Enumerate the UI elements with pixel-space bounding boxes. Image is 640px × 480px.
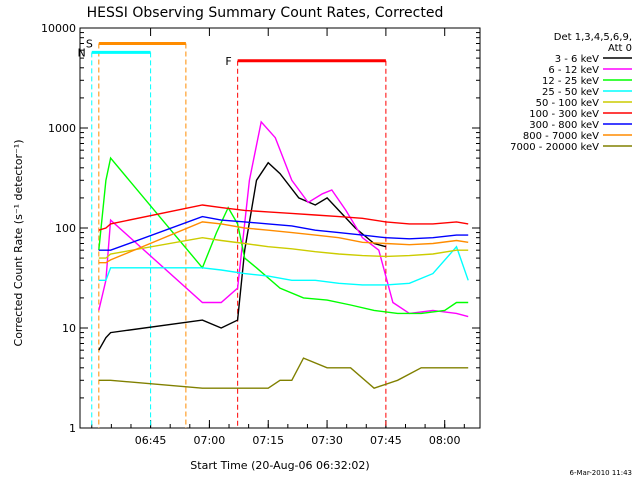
- y-tick-label: 10: [62, 322, 76, 335]
- series-line-4: [98, 245, 469, 286]
- x-tick-label: 06:45: [135, 434, 167, 447]
- timestamp: 6-Mar-2010 11:43: [570, 469, 632, 477]
- series-line-3: [98, 156, 469, 315]
- legend-header-2: Att 0: [608, 43, 632, 54]
- annotations: SN F: [78, 37, 387, 428]
- series-line-9: [98, 357, 469, 389]
- y-axis-label: Corrected Count Rate (s⁻¹ detector⁻¹): [12, 140, 25, 347]
- legend-entry-8: 800 - 7000 keV: [523, 131, 599, 142]
- y-tick-label: 100: [55, 222, 76, 235]
- x-tick-label: 08:00: [429, 434, 461, 447]
- annotation-label-s: S: [86, 37, 93, 50]
- y-tick-label: 10000: [41, 22, 76, 35]
- series-line-5: [98, 236, 469, 259]
- annotation-label-f: F: [225, 55, 231, 68]
- series-line-6: [98, 204, 469, 231]
- legend-entry-4: 25 - 50 keV: [542, 87, 599, 98]
- series-group: [98, 120, 469, 389]
- legend-header-1: Det 1,3,4,5,6,9,: [554, 32, 632, 43]
- legend-entry-9: 7000 - 20000 keV: [510, 142, 599, 153]
- annotation-label-n: N: [78, 46, 86, 59]
- legend-entry-3: 12 - 25 keV: [542, 76, 599, 87]
- x-tick-label: 07:15: [252, 434, 284, 447]
- series-line-1: [98, 161, 387, 351]
- chart-title: HESSI Observing Summary Count Rates, Cor…: [87, 5, 444, 21]
- legend-entry-5: 50 - 100 keV: [536, 98, 600, 109]
- y-tick-label: 1: [69, 422, 76, 435]
- legend-entry-2: 6 - 12 keV: [548, 65, 599, 76]
- y-tick-label: 1000: [48, 122, 76, 135]
- legend-entry-7: 300 - 800 keV: [529, 120, 599, 131]
- series-line-8: [98, 221, 469, 264]
- x-axis: 06:45 07:00 07:15 07:30 07:45 08:00: [91, 28, 465, 447]
- series-line-7: [98, 215, 469, 251]
- x-tick-label: 07:00: [194, 434, 226, 447]
- legend-entry-6: 100 - 300 keV: [529, 109, 599, 120]
- x-tick-label: 07:30: [311, 434, 343, 447]
- legend-entry-1: 3 - 6 keV: [555, 54, 599, 65]
- series-line-2: [98, 120, 469, 318]
- x-axis-label: Start Time (20-Aug-06 06:32:02): [190, 459, 369, 472]
- x-tick-label: 07:45: [370, 434, 402, 447]
- y-axis: 1 10 100 1000 10000: [41, 22, 480, 435]
